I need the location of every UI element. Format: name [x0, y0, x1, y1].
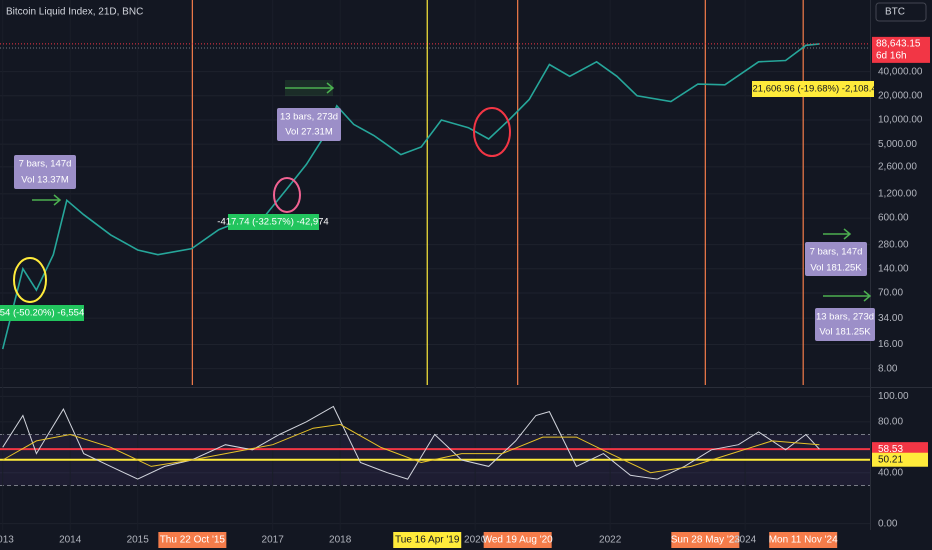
bars-label: 13 bars, 273d: [280, 112, 338, 123]
x-tick-label: 2022: [599, 535, 622, 546]
y-tick-label: 280.00: [878, 239, 909, 250]
y-tick-label: 100.00: [878, 391, 909, 402]
x-tick-label: 2013: [0, 535, 14, 546]
date-label: Thu 22 Oct '15: [160, 535, 226, 546]
change-label: 54 (-50.20%) -6,554: [0, 308, 84, 319]
level-tag: [872, 452, 928, 467]
date-tag: [671, 532, 740, 548]
y-tick-label: 2,600.00: [878, 162, 917, 173]
y-tick-label: 20,000.00: [878, 90, 923, 101]
y-tick-label: 16.00: [878, 339, 903, 350]
measure-box: 7 bars, 147d Vol 181.25K: [805, 242, 867, 276]
line: [1, 43, 820, 350]
y-tick-label: 10,000.00: [878, 115, 923, 126]
change-box: [228, 214, 319, 230]
date-label: Sun 28 May '23: [671, 535, 741, 546]
level-label: 58.53: [878, 444, 903, 455]
arrow: [823, 290, 872, 302]
change-box: [752, 81, 874, 97]
y-tick-label: 8.00: [878, 363, 898, 374]
price-label: 88,643.15: [876, 39, 921, 50]
x-tick-label: 2014: [59, 535, 82, 546]
y-tick-label: 80.00: [878, 416, 903, 427]
y-tick-label: 0.00: [878, 518, 898, 529]
vol-label: Vol 13.37M: [21, 175, 69, 186]
price-tag: [872, 36, 930, 63]
measure-box: 13 bars, 273d Vol 27.31M: [277, 108, 341, 141]
x-tick-label: 2024: [734, 535, 757, 546]
level-tag: [872, 442, 928, 457]
highlight-circle: [273, 177, 301, 213]
line: [2, 405, 820, 480]
countdown-label: 6d 16h: [876, 51, 907, 62]
date-tag: [769, 532, 838, 548]
y-tick-label: 140.00: [878, 263, 909, 274]
arrow: [823, 228, 852, 240]
change-label: -21,606.96 (-19.68%) -2,108.4: [749, 84, 876, 95]
x-tick-label: 2015: [127, 535, 150, 546]
range-shade: [285, 80, 333, 96]
change-box: [0, 305, 84, 321]
x-tick-label: 2017: [262, 535, 285, 546]
vol-label: Vol 181.25K: [810, 263, 862, 274]
chart-title: Bitcoin Liquid Index, 21D, BNC: [6, 7, 143, 18]
y-tick-label: 600.00: [878, 213, 909, 224]
arrow: [32, 194, 62, 206]
arrow: [285, 82, 335, 94]
y-tick-label: 40.00: [878, 467, 903, 478]
x-tick-label: 2020: [464, 535, 487, 546]
date-label: Wed 19 Aug '20: [483, 535, 554, 546]
date-tag: [483, 532, 552, 548]
y-tick-label: 5,000.00: [878, 139, 917, 150]
box: [815, 308, 875, 341]
vol-label: Vol 27.31M: [285, 127, 333, 138]
bars-label: 7 bars, 147d: [810, 247, 863, 258]
measure-box: 13 bars, 273d Vol 181.25K: [815, 308, 875, 341]
line: [2, 423, 820, 474]
box: [805, 242, 867, 276]
change-label: -417.74 (-32.57%) -42,974: [217, 217, 328, 228]
highlight-circle: [13, 257, 47, 303]
symbol-button[interactable]: [875, 2, 927, 22]
date-tag: [158, 532, 227, 548]
bars-label: 7 bars, 147d: [19, 159, 72, 170]
bars-label: 13 bars, 273d: [816, 312, 874, 323]
box: [277, 108, 341, 141]
background: [0, 0, 932, 530]
symbol-label[interactable]: BTC: [885, 7, 905, 18]
y-tick-label: 34.00: [878, 313, 903, 324]
arrows: [32, 82, 872, 302]
vol-label: Vol 181.25K: [819, 327, 871, 338]
measure-box: 7 bars, 147d Vol 13.37M: [14, 155, 76, 189]
date-label: Mon 11 Nov '24: [769, 535, 838, 546]
box: [14, 155, 76, 189]
y-tick-label: 1,200.00: [878, 189, 917, 200]
level-label: 50.21: [878, 454, 903, 465]
plot: [0, 0, 870, 480]
highlight-circle: [473, 107, 511, 157]
y-tick-label: 70.00: [878, 288, 903, 299]
date-label: Tue 16 Apr '19: [395, 535, 460, 546]
date-tag: [393, 532, 462, 548]
x-tick-label: 2018: [329, 535, 352, 546]
y-tick-label: 40,000.00: [878, 66, 923, 77]
